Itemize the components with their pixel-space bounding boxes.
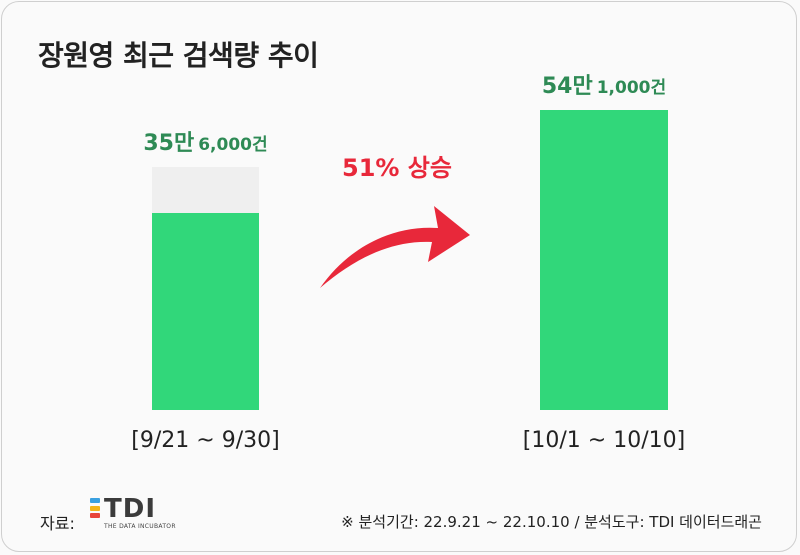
bar-2 <box>540 110 668 410</box>
bar-1-value-main: 35만 <box>143 131 195 156</box>
tdi-logo-text: TDI <box>104 494 156 524</box>
analysis-note: ※ 분석기간: 22.9.21 ~ 22.10.10 / 분석도구: TDI 데… <box>341 513 762 531</box>
tdi-logo: TDI THE DATA INCUBATOR <box>90 492 190 532</box>
bar-2-category-label: [10/1 ~ 10/10] <box>522 428 686 453</box>
bar-1-value-rest: 6,000건 <box>198 135 268 155</box>
bar-2-value-rest: 1,000건 <box>596 78 667 98</box>
chart-title: 장원영 최근 검색량 추이 <box>38 39 319 72</box>
bar-1-category-label: [9/21 ~ 9/30] <box>131 428 280 453</box>
tdi-logo-mark-icon <box>90 498 100 520</box>
source-label: 자료: <box>40 514 75 533</box>
bar-2-value-label: 54만 1,000건 <box>542 68 666 100</box>
bar-2-value-main: 54만 <box>541 74 593 99</box>
growth-arrow-icon <box>320 206 470 288</box>
bar-1-value-label: 35만 6,000건 <box>143 125 267 157</box>
growth-label: 51% 상승 <box>342 154 452 182</box>
tdi-logo-subtitle: THE DATA INCUBATOR <box>104 523 176 530</box>
bar-1 <box>152 213 259 410</box>
